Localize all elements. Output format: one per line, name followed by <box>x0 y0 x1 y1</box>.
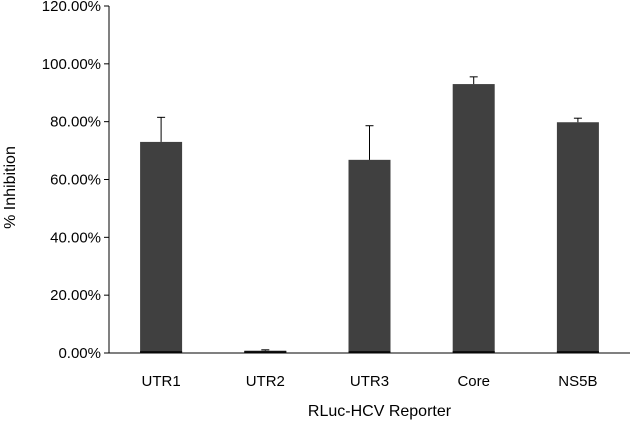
x-tick-label: NS5B <box>558 373 597 390</box>
bar-base <box>244 351 287 353</box>
bar-base <box>348 351 391 353</box>
x-tick-label: UTR2 <box>246 373 285 390</box>
bars <box>140 84 599 354</box>
y-tick-label: 0.00% <box>58 345 101 362</box>
y-tick-label: 40.00% <box>50 229 101 246</box>
bar-base <box>556 351 599 353</box>
y-tick-label: 20.00% <box>50 287 101 304</box>
y-axis-ticks: 0.00% 20.00% 40.00% 60.00% 80.00% 100.00% 120.… <box>42 0 109 362</box>
x-tick-label: Core <box>457 373 490 390</box>
y-axis-title: % Inhibition <box>2 146 19 229</box>
y-tick-label: 100.00% <box>42 56 101 73</box>
bar <box>452 84 495 353</box>
y-tick-label: 60.00% <box>50 172 101 189</box>
bar <box>140 141 183 353</box>
bar <box>348 159 391 353</box>
bar <box>556 122 599 354</box>
y-tick-label: 120.00% <box>42 0 101 15</box>
x-axis-ticks: UTR1 UTR2 UTR3 Core NS5B <box>142 373 598 390</box>
bar-base <box>140 351 183 353</box>
x-tick-label: UTR1 <box>142 373 181 390</box>
x-axis-title: RLuc-HCV Reporter <box>308 403 452 420</box>
x-tick-label: UTR3 <box>350 373 389 390</box>
error-bars <box>157 76 582 351</box>
y-tick-label: 80.00% <box>50 114 101 131</box>
bar-base <box>452 351 495 353</box>
